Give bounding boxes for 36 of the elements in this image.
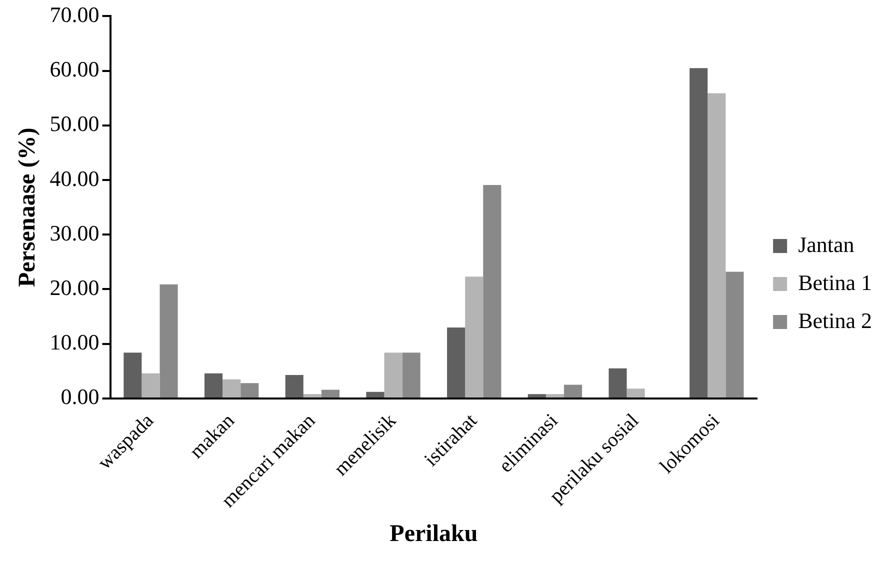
bar	[303, 394, 322, 398]
bar	[447, 327, 466, 398]
y-tick-label: 40.00	[50, 166, 100, 191]
bar	[240, 383, 259, 398]
legend-label: Jantan	[798, 232, 854, 257]
bar	[124, 352, 142, 398]
y-tick-label: 0.00	[60, 384, 100, 410]
bar	[366, 392, 384, 398]
bar	[608, 368, 627, 398]
bar	[384, 352, 402, 398]
bar	[465, 276, 484, 398]
y-tick-label: 10.00	[50, 330, 100, 355]
legend-label: Betina 1	[798, 270, 872, 295]
x-axis-title: Perilaku	[390, 520, 478, 547]
bar	[204, 373, 223, 398]
bar	[142, 373, 160, 398]
bar	[483, 184, 502, 398]
y-tick-label: 30.00	[50, 220, 100, 246]
bar	[402, 352, 420, 398]
y-axis-title: Persenaase (%)	[14, 128, 41, 287]
y-tick-label: 50.00	[50, 111, 100, 136]
bar	[321, 390, 340, 398]
bar	[528, 394, 546, 398]
bar	[690, 68, 708, 398]
bar	[222, 379, 241, 398]
bar	[708, 93, 726, 398]
bar	[564, 384, 582, 398]
bar	[626, 388, 645, 398]
y-tick-label: 20.00	[50, 275, 100, 300]
legend-label: Betina 2	[798, 308, 872, 333]
bar	[726, 272, 744, 398]
bar	[285, 374, 304, 398]
bar	[546, 394, 564, 398]
y-tick-label: 60.00	[50, 56, 100, 82]
bar	[160, 284, 178, 398]
y-tick-label: 70.00	[50, 2, 100, 27]
